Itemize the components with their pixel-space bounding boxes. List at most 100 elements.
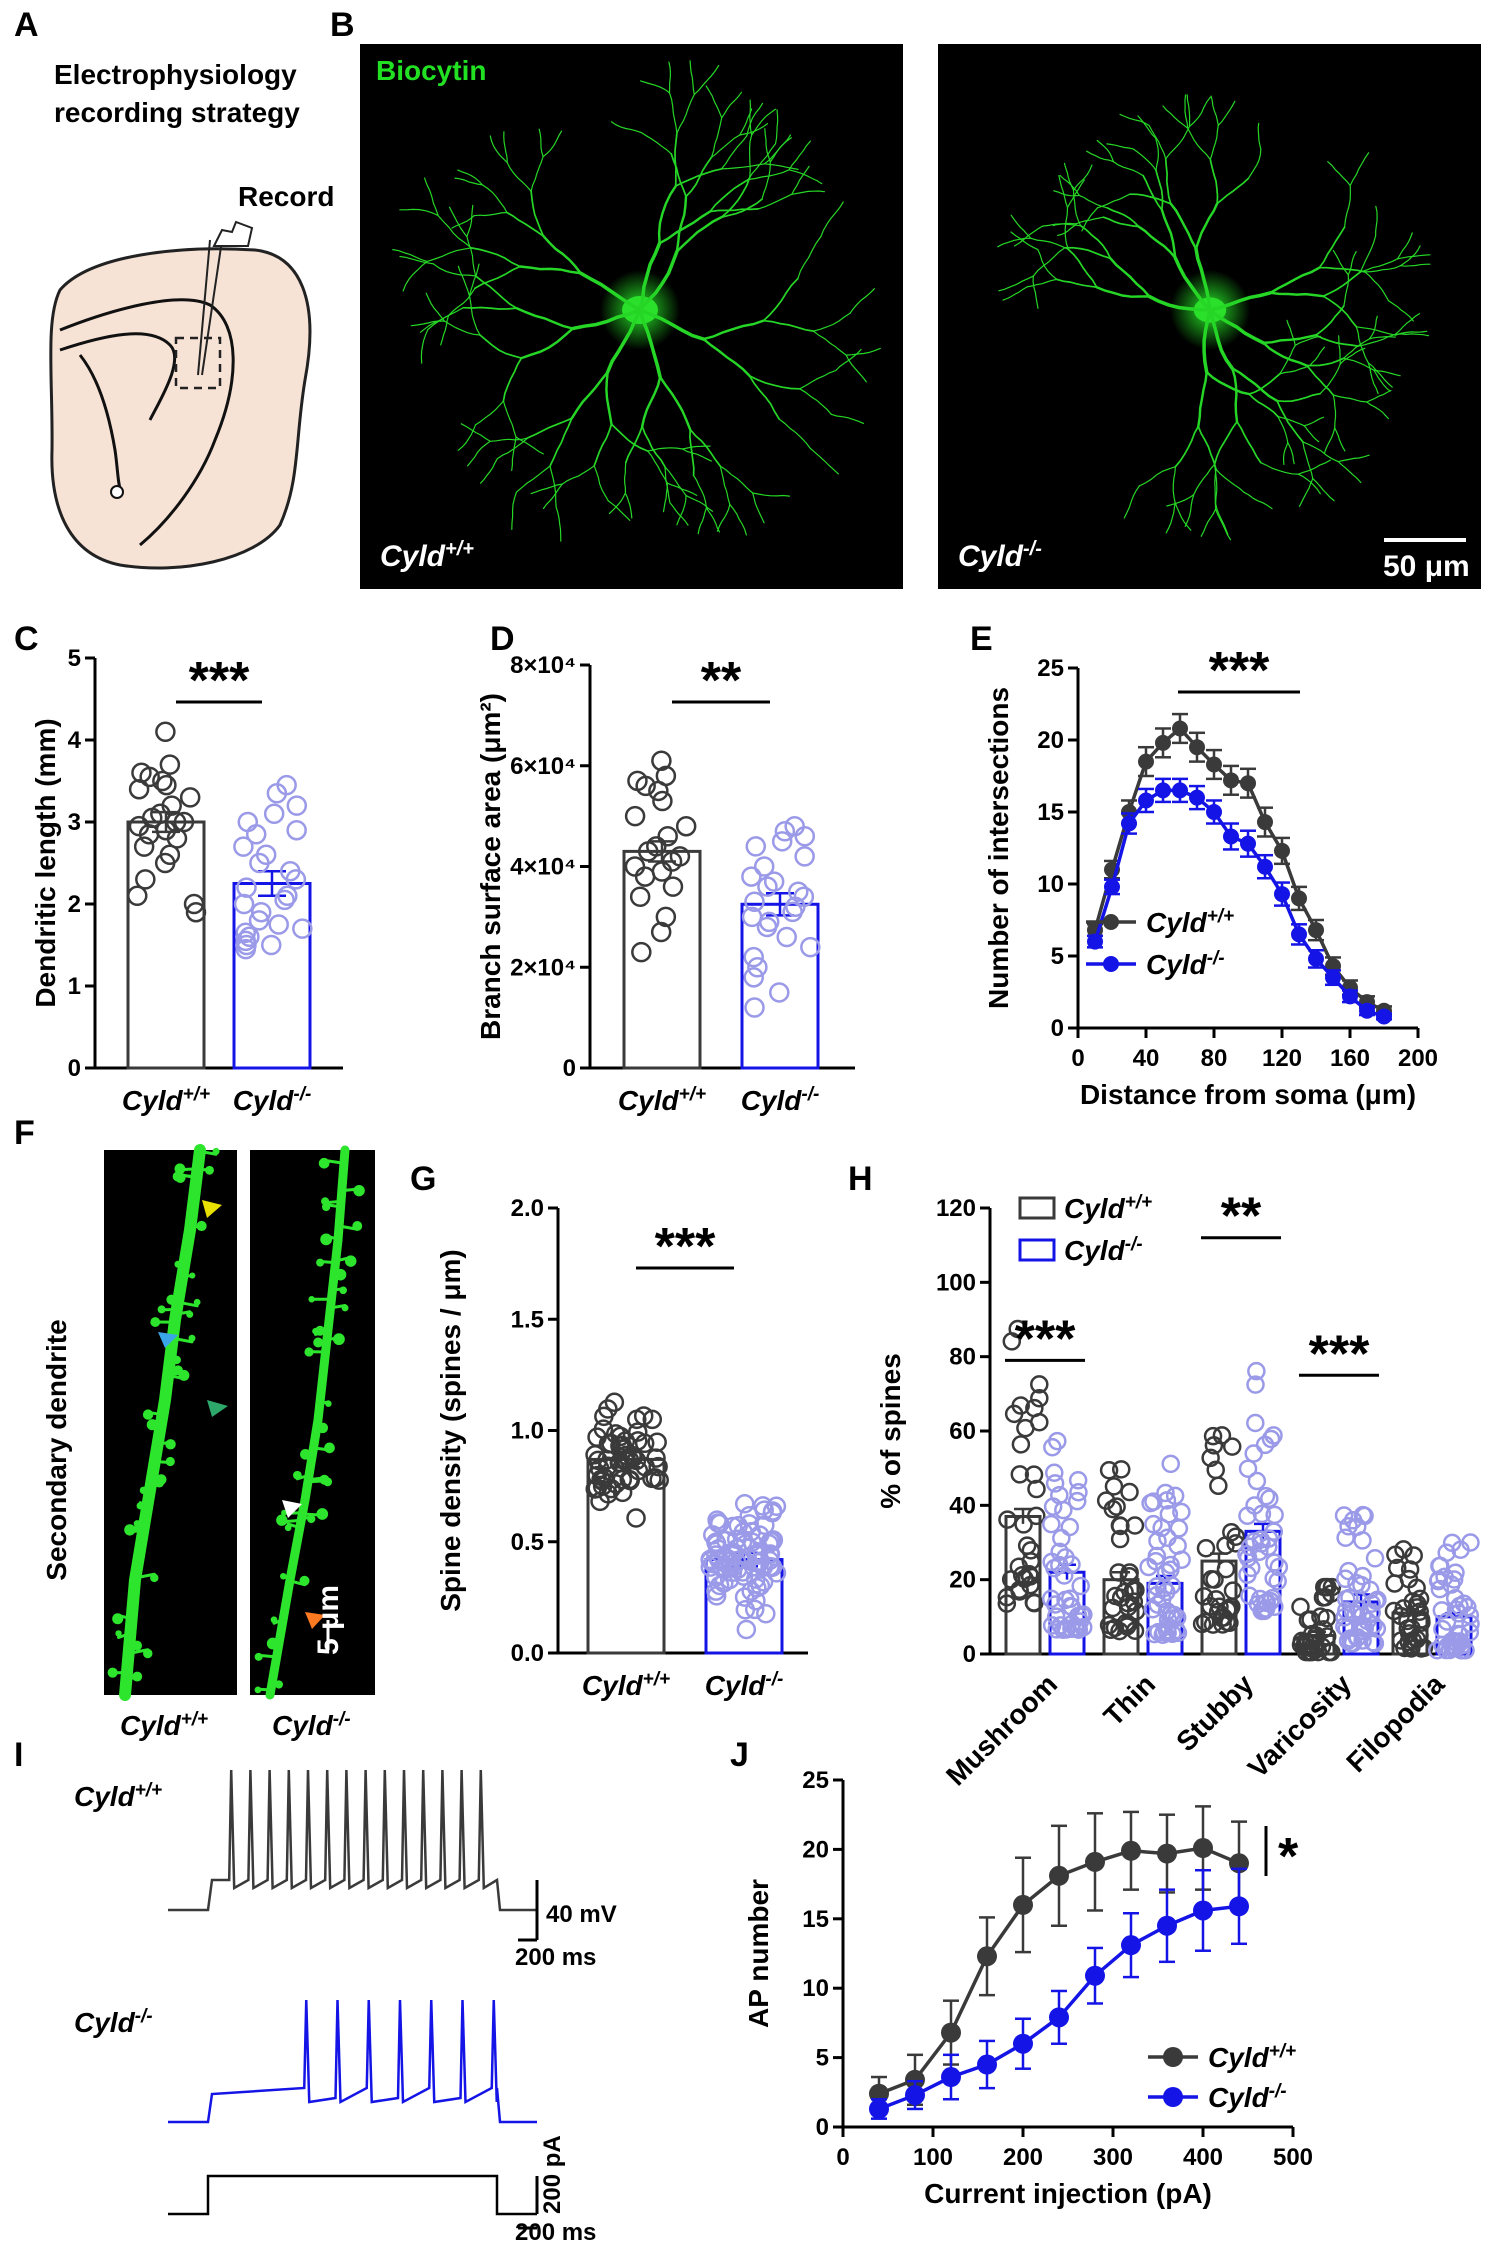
scale-label-200pa: 200 pA	[539, 2135, 566, 2214]
dendrite	[473, 211, 508, 217]
data-point	[1223, 1581, 1243, 1600]
dendrite	[761, 161, 771, 200]
dendrite	[1210, 95, 1219, 126]
dendrite	[468, 295, 481, 336]
dendrite	[1188, 96, 1211, 127]
dendrite	[710, 134, 741, 158]
y-tick-label: 6×10⁴	[510, 753, 576, 780]
data-point	[1143, 1600, 1163, 1619]
data-point	[612, 1482, 633, 1503]
data-point	[179, 787, 201, 808]
dendrite	[623, 461, 627, 494]
data-point	[628, 1460, 649, 1481]
dendrite	[1208, 308, 1234, 371]
dendrite	[1066, 179, 1085, 209]
spine-head	[193, 1298, 201, 1306]
dendrite	[1165, 501, 1176, 534]
dendrite	[440, 314, 450, 346]
dendrite-genotype-wt: Cyld+/+	[120, 1709, 208, 1742]
data-point	[1229, 1896, 1249, 1917]
dendrite	[1106, 143, 1135, 150]
data-point	[185, 901, 207, 923]
data-point	[1364, 1615, 1383, 1635]
data-point	[233, 893, 255, 915]
data-point	[1138, 753, 1154, 770]
data-point	[1274, 886, 1290, 903]
dendrite	[681, 445, 711, 450]
dendrite	[1142, 174, 1163, 211]
dendrite-genotype-ko: Cyld-/-	[272, 1709, 351, 1742]
spine-head	[266, 1637, 279, 1650]
y-tick-label: 2×10⁴	[510, 954, 576, 981]
significance-label: ***	[655, 1218, 716, 1276]
dendrite	[1298, 478, 1314, 507]
dendrite	[474, 265, 521, 290]
data-point	[743, 946, 764, 968]
dendrite	[1323, 427, 1336, 454]
dendrite	[624, 492, 633, 519]
data-point	[754, 1500, 774, 1520]
chart-h-spine-types: 0 20 40 60 80 100 120 % of spines Mushroom Thin St…	[875, 1188, 1480, 1791]
dendrite	[1338, 335, 1341, 365]
data-point	[1247, 1361, 1266, 1381]
dendrite	[752, 492, 765, 524]
data-point	[591, 1469, 611, 1490]
dendrite	[542, 483, 563, 510]
data-point	[1342, 988, 1358, 1005]
y-tick-label: 25	[802, 1767, 829, 1794]
data-point	[763, 1501, 783, 1521]
data-point	[1144, 1492, 1163, 1511]
data-point	[1159, 1504, 1179, 1524]
spine-head	[353, 1184, 365, 1197]
dendrite	[752, 492, 791, 497]
spine-head	[334, 1268, 347, 1281]
brain-slice-outline	[49, 247, 312, 570]
data-point	[1192, 1614, 1212, 1634]
dendrite	[1394, 330, 1428, 336]
data-point	[1339, 1517, 1358, 1536]
x-tick-label: Mushroom	[940, 1668, 1063, 1791]
dendrite	[432, 263, 477, 277]
data-point	[1155, 782, 1171, 799]
dendrite	[638, 308, 706, 341]
data-point	[1268, 1571, 1287, 1591]
dendrite	[668, 92, 678, 134]
data-point	[1339, 1561, 1358, 1581]
dendrite	[774, 109, 779, 145]
dendrite	[1236, 420, 1262, 464]
dendrite	[549, 465, 557, 508]
data-point	[774, 820, 796, 842]
y-tick-label: 4×10⁴	[510, 854, 576, 881]
y-tick-label: 0	[816, 2114, 829, 2141]
data-point	[1256, 1486, 1276, 1506]
data-point	[1336, 1528, 1355, 1548]
dendrite	[719, 465, 754, 494]
chart-c-dendritic-length: 0 1 2 3 4 5 Dendritic length (mm) Cyld+/+ Cyld-/…	[30, 645, 343, 1116]
dendrite	[479, 334, 523, 359]
arrowhead-white	[282, 1500, 302, 1518]
data-point	[1121, 1840, 1141, 1861]
dendrite	[1269, 266, 1321, 295]
spine-head	[316, 1258, 325, 1267]
data-point	[1060, 1517, 1080, 1537]
dendrite	[520, 327, 575, 360]
data-point	[1087, 933, 1103, 950]
dendrite	[1032, 275, 1039, 309]
dendrite	[542, 130, 563, 158]
y-tick-label: 0.0	[511, 1640, 544, 1667]
dendrite	[791, 165, 810, 195]
data-point	[1050, 1542, 1069, 1562]
data-point	[977, 1946, 997, 1967]
dendrite	[518, 265, 582, 275]
data-point	[266, 783, 288, 804]
y-tick-label: 10	[802, 1975, 829, 2002]
dendrite	[1037, 248, 1058, 281]
data-point	[1002, 1332, 1022, 1351]
spine-head	[175, 1172, 186, 1183]
data-point	[1193, 1900, 1213, 1921]
data-point	[1254, 1601, 1274, 1621]
data-point	[1017, 1536, 1037, 1555]
data-point	[1111, 1460, 1131, 1479]
y-tick-label: 20	[949, 1567, 976, 1594]
spine-head	[107, 1667, 118, 1678]
